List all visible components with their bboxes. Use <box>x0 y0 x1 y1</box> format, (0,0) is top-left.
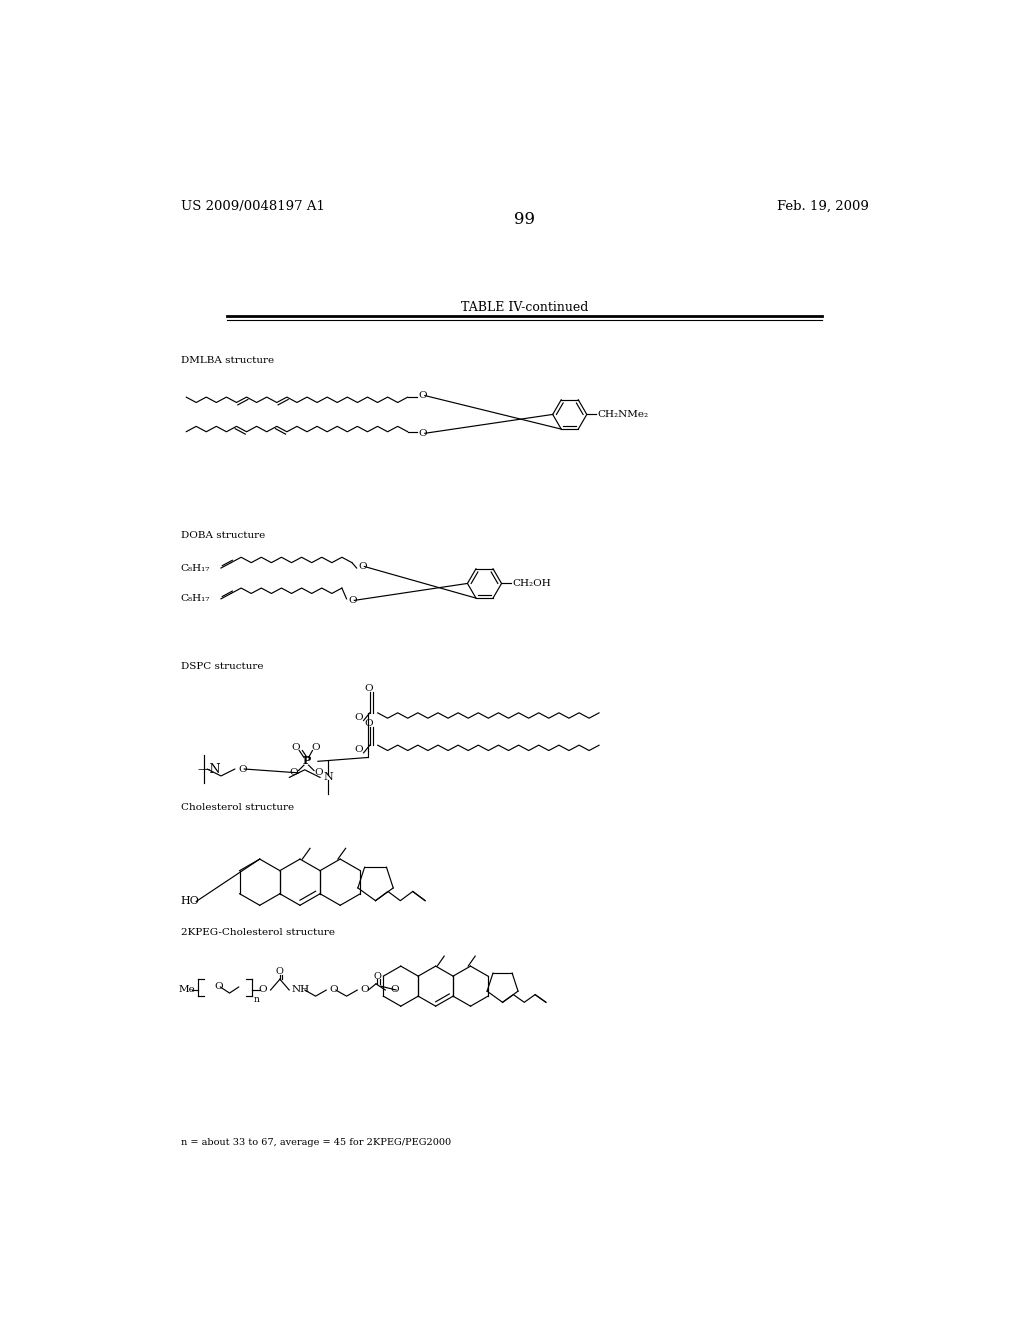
Text: N: N <box>324 772 333 783</box>
Text: HO: HO <box>180 896 200 907</box>
Text: Cholesterol structure: Cholesterol structure <box>180 803 294 812</box>
Text: O: O <box>419 391 427 400</box>
Text: O: O <box>364 719 373 729</box>
Text: n = about 33 to 67, average = 45 for 2KPEG/PEG2000: n = about 33 to 67, average = 45 for 2KP… <box>180 1138 451 1147</box>
Text: O: O <box>311 743 319 752</box>
Text: NH: NH <box>292 986 309 994</box>
Text: CH₂OH: CH₂OH <box>512 579 551 587</box>
Text: O: O <box>330 986 338 994</box>
Text: P: P <box>302 755 310 766</box>
Text: 99: 99 <box>514 211 536 228</box>
Text: DOBA structure: DOBA structure <box>180 531 265 540</box>
Text: O: O <box>258 986 267 994</box>
Text: C₈H₁₇: C₈H₁₇ <box>180 594 210 603</box>
Text: US 2009/0048197 A1: US 2009/0048197 A1 <box>180 199 325 213</box>
Text: Feb. 19, 2009: Feb. 19, 2009 <box>777 199 869 213</box>
Text: —N: —N <box>198 763 221 776</box>
Text: Me: Me <box>178 986 196 994</box>
Text: O: O <box>390 986 398 994</box>
Text: 2KPEG-Cholesterol structure: 2KPEG-Cholesterol structure <box>180 928 335 937</box>
Text: O: O <box>374 972 382 981</box>
Text: O: O <box>214 982 222 991</box>
Text: DMLBA structure: DMLBA structure <box>180 355 273 364</box>
Text: O: O <box>314 768 323 777</box>
Text: O: O <box>364 685 373 693</box>
Text: C₈H₁₇: C₈H₁₇ <box>180 564 210 573</box>
Text: TABLE IV-continued: TABLE IV-continued <box>461 301 589 314</box>
Text: O: O <box>290 768 298 777</box>
Text: O: O <box>238 764 247 774</box>
Text: O: O <box>275 968 284 975</box>
Text: O: O <box>358 562 367 572</box>
Text: O: O <box>360 986 369 994</box>
Text: n: n <box>254 995 259 1003</box>
Text: O: O <box>291 743 300 752</box>
Text: O: O <box>348 595 356 605</box>
Text: DSPC structure: DSPC structure <box>180 663 263 671</box>
Text: O: O <box>419 429 427 438</box>
Text: O: O <box>354 713 364 722</box>
Text: CH₂NMe₂: CH₂NMe₂ <box>598 411 649 418</box>
Text: O: O <box>354 746 364 754</box>
